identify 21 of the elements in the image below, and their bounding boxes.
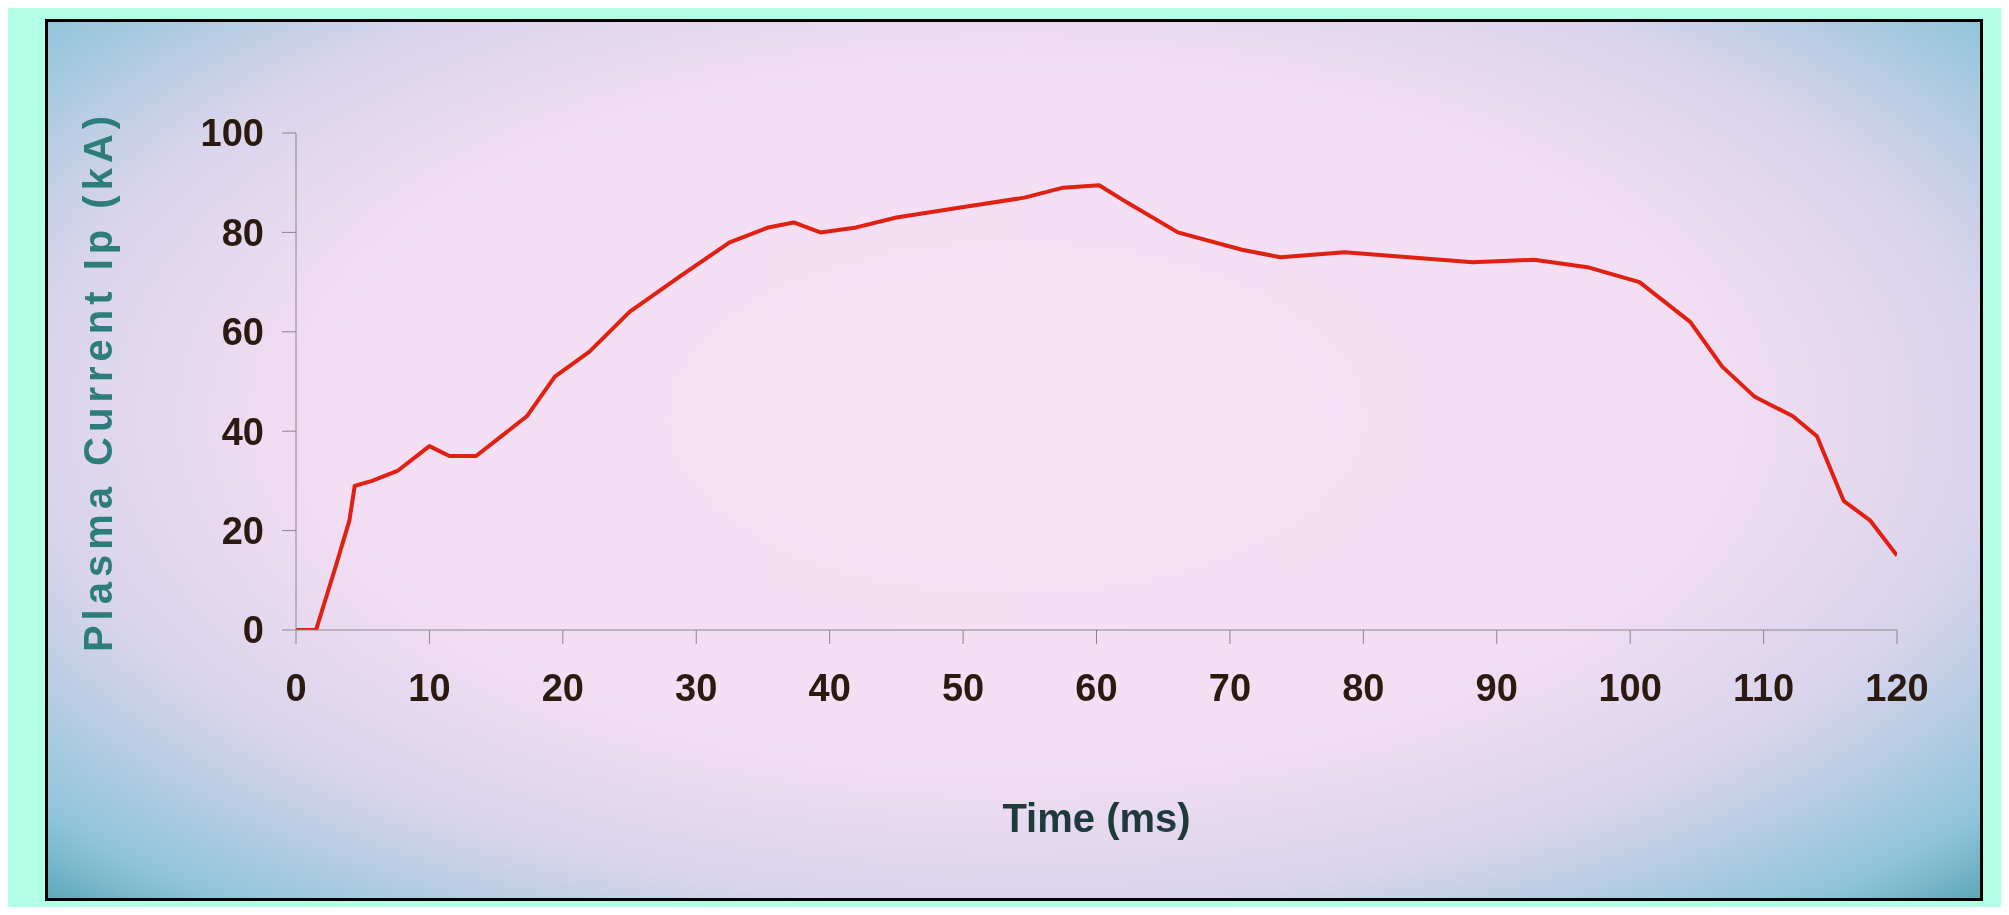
x-tick-label: 90 xyxy=(1475,666,1518,709)
x-tick-label: 100 xyxy=(1598,666,1662,709)
x-tick-label: 110 xyxy=(1732,666,1795,709)
y-tick-label: 20 xyxy=(221,510,264,553)
x-tick-label: 80 xyxy=(1342,666,1385,709)
y-tick-label: 60 xyxy=(221,311,264,354)
x-tick-label: 50 xyxy=(941,666,985,709)
y-axis-title: Plasma Current Ip (kA) xyxy=(76,110,121,653)
x-tick-label: 60 xyxy=(1075,666,1118,709)
x-tick-label: 40 xyxy=(808,666,851,709)
x-tick-label: 30 xyxy=(675,666,718,709)
y-tick-label: 100 xyxy=(200,112,264,155)
y-tick-label: 0 xyxy=(242,609,264,652)
x-tick-label: 120 xyxy=(1865,666,1929,709)
y-tick-label: 80 xyxy=(221,211,264,254)
x-axis-title: Time (ms) xyxy=(1002,796,1191,840)
y-tick-label: 40 xyxy=(221,410,264,453)
x-tick-label: 0 xyxy=(285,666,307,709)
x-tick-label: 10 xyxy=(408,666,451,709)
x-tick-label: 20 xyxy=(541,666,584,709)
x-tick-label: 70 xyxy=(1208,666,1252,709)
